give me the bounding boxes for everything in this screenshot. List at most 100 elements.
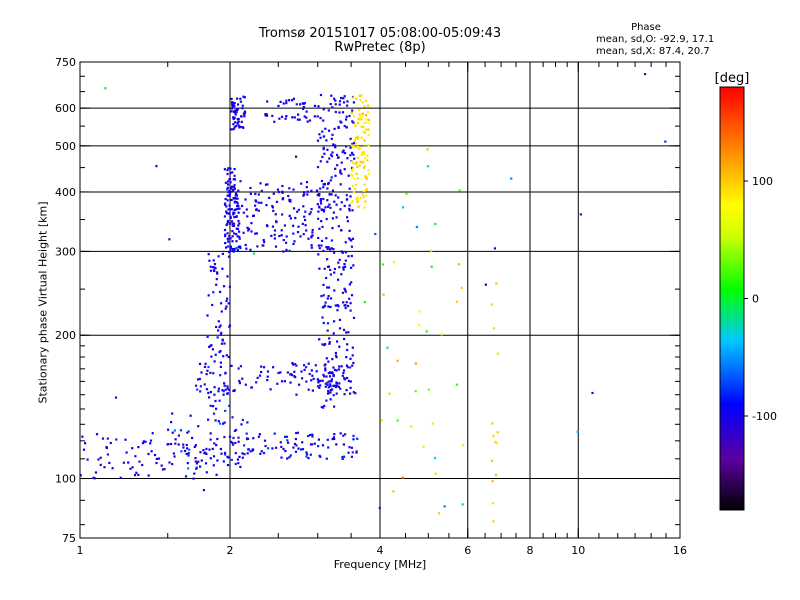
data-point bbox=[274, 213, 277, 216]
data-point bbox=[496, 352, 499, 355]
data-point bbox=[289, 200, 292, 203]
data-point bbox=[233, 101, 236, 105]
data-point bbox=[279, 100, 282, 103]
data-point bbox=[362, 160, 365, 163]
data-point bbox=[319, 93, 323, 97]
data-point bbox=[163, 468, 166, 471]
data-point bbox=[235, 227, 238, 230]
data-point bbox=[348, 204, 351, 207]
data-point bbox=[332, 436, 335, 439]
y-tick-label: 400 bbox=[55, 186, 76, 199]
data-point bbox=[194, 457, 197, 460]
data-point bbox=[324, 367, 327, 370]
data-point bbox=[346, 100, 349, 103]
data-point bbox=[340, 273, 343, 276]
data-point bbox=[207, 253, 210, 256]
data-point bbox=[644, 73, 647, 76]
data-point bbox=[341, 457, 344, 460]
data-point bbox=[295, 444, 298, 447]
data-point bbox=[328, 341, 331, 344]
data-point bbox=[352, 438, 355, 441]
data-point bbox=[315, 370, 318, 373]
data-point bbox=[237, 189, 240, 192]
data-point bbox=[285, 115, 288, 118]
data-point bbox=[322, 321, 325, 325]
data-point bbox=[251, 448, 254, 451]
data-point bbox=[108, 461, 111, 464]
data-point bbox=[208, 345, 211, 348]
data-point bbox=[129, 467, 132, 470]
data-point bbox=[243, 110, 246, 113]
data-point bbox=[313, 442, 316, 445]
data-point bbox=[341, 251, 344, 254]
data-point bbox=[334, 351, 337, 355]
data-point bbox=[203, 383, 206, 386]
data-point bbox=[362, 151, 366, 154]
data-point bbox=[230, 247, 233, 250]
data-point bbox=[260, 370, 263, 374]
data-point bbox=[324, 206, 327, 209]
data-point bbox=[335, 216, 338, 219]
data-point bbox=[298, 118, 301, 121]
data-point bbox=[426, 165, 430, 168]
y-tick-label: 200 bbox=[55, 329, 76, 342]
data-point bbox=[229, 248, 232, 252]
data-point bbox=[257, 201, 260, 204]
data-point bbox=[323, 267, 326, 270]
data-point bbox=[343, 265, 347, 268]
data-point bbox=[304, 224, 307, 227]
data-point bbox=[219, 333, 222, 336]
data-point bbox=[219, 374, 222, 377]
data-point bbox=[239, 97, 242, 100]
data-point bbox=[211, 447, 214, 450]
data-point bbox=[230, 187, 233, 190]
data-point bbox=[262, 244, 265, 247]
data-point bbox=[239, 465, 242, 468]
data-point bbox=[343, 393, 346, 396]
data-point bbox=[330, 378, 333, 381]
phase-stats-o-mode: mean, sd,O: -92.9, 17.1 bbox=[596, 34, 715, 45]
data-point bbox=[239, 365, 242, 368]
data-point bbox=[343, 152, 347, 155]
data-point bbox=[157, 457, 161, 460]
data-point bbox=[237, 440, 240, 443]
data-point bbox=[291, 362, 294, 365]
data-point bbox=[365, 177, 368, 180]
data-point bbox=[491, 480, 494, 483]
data-point bbox=[367, 111, 370, 114]
data-point bbox=[309, 433, 312, 436]
data-point bbox=[233, 105, 236, 108]
data-point bbox=[241, 456, 244, 459]
data-point bbox=[276, 382, 279, 385]
data-point bbox=[221, 252, 224, 255]
data-point bbox=[320, 405, 323, 409]
data-point bbox=[356, 177, 359, 180]
data-point bbox=[99, 463, 102, 466]
data-point bbox=[288, 187, 291, 190]
data-point bbox=[328, 375, 332, 378]
data-point bbox=[345, 194, 348, 197]
data-point bbox=[294, 216, 297, 220]
data-point bbox=[345, 356, 348, 359]
data-point bbox=[236, 458, 239, 461]
data-point bbox=[197, 460, 200, 463]
data-point bbox=[292, 224, 295, 227]
data-point bbox=[227, 191, 230, 194]
data-point bbox=[437, 512, 441, 515]
data-point bbox=[230, 364, 233, 367]
data-point bbox=[329, 389, 332, 392]
data-point bbox=[352, 264, 355, 267]
data-point bbox=[238, 230, 241, 233]
data-point bbox=[223, 436, 226, 439]
data-point bbox=[226, 222, 229, 226]
data-point bbox=[345, 331, 348, 334]
data-point bbox=[358, 94, 361, 97]
data-point bbox=[228, 435, 232, 438]
data-point bbox=[228, 234, 231, 238]
data-point bbox=[241, 452, 244, 455]
data-point bbox=[332, 375, 335, 378]
data-point bbox=[327, 265, 330, 268]
data-point bbox=[510, 177, 513, 180]
data-point bbox=[297, 447, 300, 450]
data-point bbox=[273, 237, 276, 240]
